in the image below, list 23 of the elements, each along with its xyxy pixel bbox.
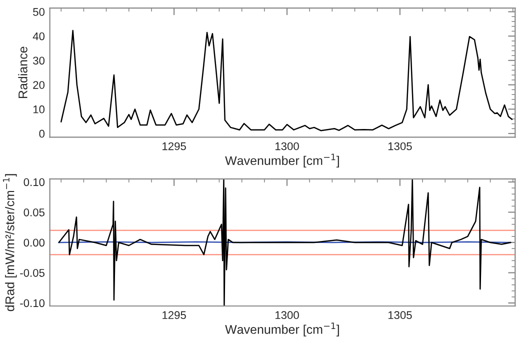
y-axis-title: dRad [mW/m²/ster/cm$^{−1}$] bbox=[2, 174, 17, 312]
x-tick-label: 1295 bbox=[162, 311, 186, 320]
y-tick-label: 0.05 bbox=[24, 208, 44, 216]
y-tick-label: 0 bbox=[39, 130, 45, 138]
y-tick-label: -0.10 bbox=[20, 299, 45, 308]
y-tick-label: 10 bbox=[33, 105, 45, 114]
y-axis-title: Radiance bbox=[18, 46, 28, 98]
y-tick-label: 50 bbox=[33, 8, 45, 16]
x-tick-label: 1295 bbox=[162, 142, 186, 150]
x-axis-title: Wavenumber [cm$^{−1}$] bbox=[225, 322, 339, 336]
y-tick-label: 30 bbox=[33, 56, 45, 65]
line-series bbox=[60, 30, 513, 132]
y-tick-label: -0.05 bbox=[20, 268, 44, 277]
x-axis-title: Wavenumber [cm$^{−1}$] bbox=[225, 154, 339, 168]
x-tick-label: 1300 bbox=[275, 142, 299, 150]
x-tick-label: 1305 bbox=[388, 311, 412, 320]
y-tick-label: 20 bbox=[33, 81, 45, 89]
line-series bbox=[58, 178, 512, 306]
y-tick-label: 40 bbox=[32, 32, 45, 40]
y-tick-label: 0.10 bbox=[24, 178, 45, 186]
x-tick-label: 1300 bbox=[275, 311, 299, 320]
y-tick-label: 0.00 bbox=[24, 238, 45, 247]
x-tick-label: 1305 bbox=[388, 142, 412, 150]
